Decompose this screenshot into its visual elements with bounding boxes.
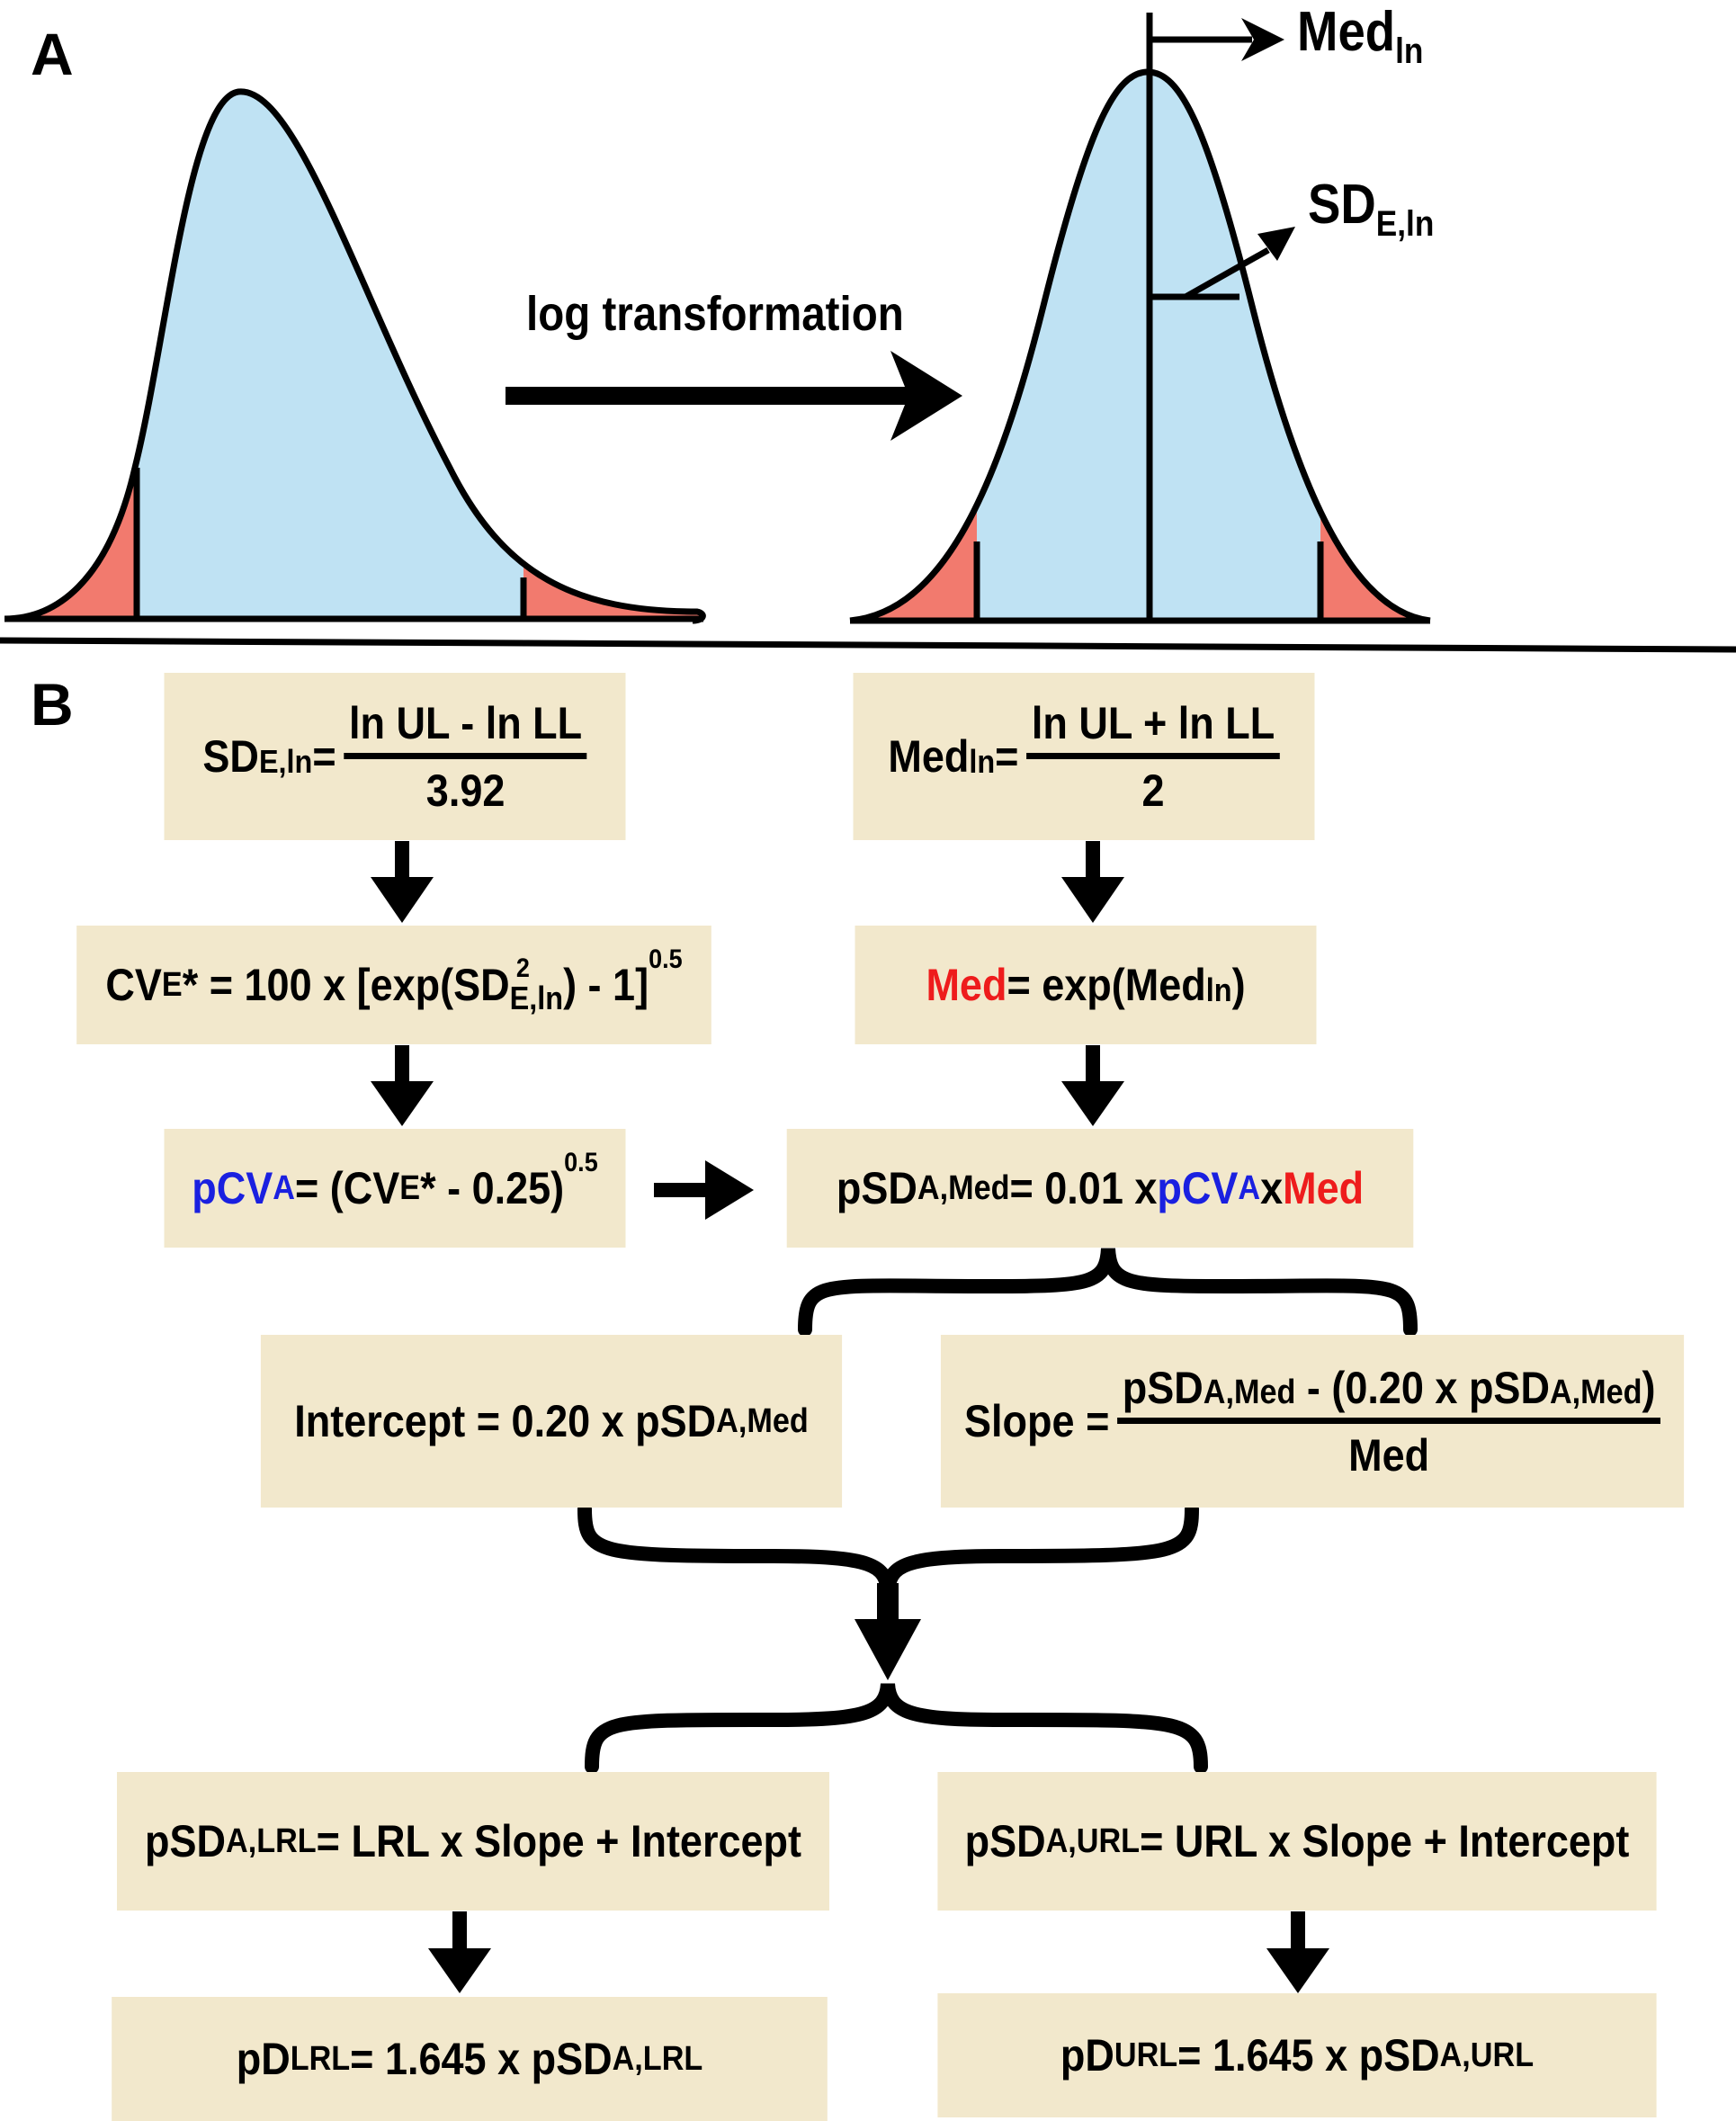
- intercept-formula-box: Intercept = 0.20 x pSD A,Med: [260, 1335, 843, 1508]
- panel-a-letter: A: [31, 21, 74, 87]
- transform-arrowhead: [890, 351, 962, 441]
- pcva-formula-box: pCV A = (CV E * - 0.25) 0.5: [164, 1129, 626, 1248]
- med-formula-box: Med = exp(Med ln): [855, 926, 1317, 1044]
- pd-url-formula-box: pD URL = 1.645 x pSD A,URL: [937, 1993, 1657, 2117]
- slope-formula-box: Slope = pSDA,Med - (0.20 x pSDA,Med) Med: [940, 1335, 1685, 1508]
- med-ln-label: Medln: [1297, 1, 1424, 71]
- sde-ln-formula-box: SD E,ln = ln UL - ln LL 3.92: [164, 673, 626, 840]
- med-ln-formula-box: Med ln = ln UL + ln LL 2: [853, 673, 1315, 840]
- skewed-curve: [4, 88, 706, 624]
- sd-arrowhead: [1257, 227, 1295, 261]
- cve-formula-box: CV E * = 100 x [exp(SD 2 E,ln) - 1] 0.5: [76, 926, 711, 1044]
- panel-a-graphics: [0, 13, 1736, 653]
- log-transformation-label: log transformation: [526, 287, 904, 341]
- sd-e-ln-label: SDE,ln: [1308, 174, 1435, 244]
- pd-lrl-formula-box: pD LRL = 1.645 x pSD A,LRL: [112, 1997, 828, 2121]
- medln-fraction: ln UL + ln LL 2: [1026, 697, 1280, 817]
- psd-lrl-formula-box: pSD A,LRL = LRL x Slope + Intercept: [117, 1772, 829, 1911]
- med-arrowhead: [1241, 18, 1284, 61]
- sde-fraction: ln UL - ln LL 3.92: [344, 697, 587, 817]
- panel-b-letter: B: [31, 671, 74, 738]
- panel-divider: [0, 637, 1736, 653]
- psd-url-formula-box: pSD A,URL = URL x Slope + Intercept: [937, 1772, 1657, 1911]
- slope-fraction: pSDA,Med - (0.20 x pSDA,Med) Med: [1117, 1362, 1660, 1481]
- psd-med-formula-box: pSD A,Med = 0.01 x pCV A x Med: [786, 1129, 1414, 1248]
